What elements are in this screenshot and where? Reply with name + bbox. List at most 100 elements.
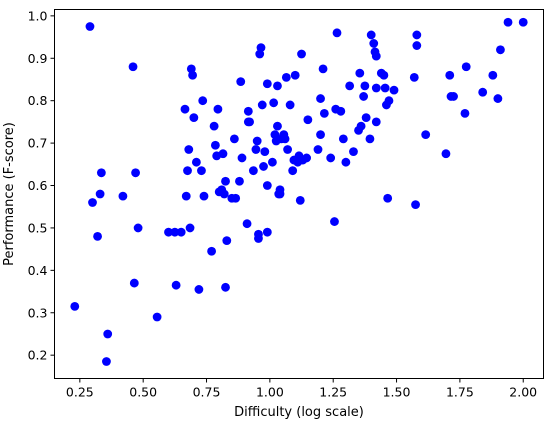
data-point (281, 72, 291, 82)
data-point (275, 189, 285, 199)
data-point (411, 200, 420, 210)
data-point (131, 168, 140, 178)
data-point (85, 22, 95, 31)
data-point (164, 227, 173, 237)
data-point (383, 193, 393, 203)
data-point (259, 162, 268, 171)
data-point (316, 94, 325, 103)
x-axis: 0.25 0.50 0.75 1.00 1.25 1.50 1.75 2.00 (66, 378, 537, 400)
data-point (412, 41, 422, 50)
data-point (245, 117, 254, 127)
data-point (199, 191, 209, 201)
data-point (369, 39, 379, 48)
data-point (518, 17, 528, 27)
data-point (365, 134, 375, 144)
data-point (254, 234, 263, 243)
data-point (283, 145, 292, 154)
data-point (269, 98, 279, 108)
data-point (198, 96, 208, 106)
data-point (218, 149, 228, 159)
data-point (95, 189, 105, 199)
data-point (243, 106, 253, 116)
data-point (384, 96, 394, 106)
data-point (219, 189, 229, 199)
data-point (181, 191, 191, 201)
data-point (326, 153, 336, 163)
data-point (288, 166, 298, 176)
data-point (318, 64, 328, 74)
y-axis: 0.2 0.3 0.4 0.5 0.6 0.7 0.8 0.9 1.0 (28, 8, 55, 363)
data-point (349, 147, 358, 156)
data-point (295, 195, 305, 205)
data-point (313, 145, 323, 154)
data-point (478, 87, 488, 97)
x-tick-label: 1.75 (446, 385, 474, 400)
y-tick-label: 0.4 (28, 263, 48, 278)
data-point (96, 168, 106, 178)
data-point (460, 109, 470, 118)
data-point (303, 115, 313, 125)
data-point (229, 134, 239, 144)
data-point (461, 62, 471, 72)
data-point (336, 106, 346, 116)
data-point (221, 282, 230, 292)
scatter-points (70, 17, 528, 366)
data-point (118, 191, 128, 201)
y-axis-label: Performance (F-score) (2, 122, 17, 266)
x-tick-label: 1.00 (256, 385, 284, 400)
data-point (421, 130, 431, 140)
data-point (355, 68, 365, 78)
data-point (242, 219, 252, 229)
data-point (332, 28, 342, 38)
data-point (356, 121, 366, 131)
data-point (248, 166, 258, 176)
data-point (503, 17, 513, 27)
data-point (171, 280, 181, 290)
data-point (197, 166, 206, 176)
data-point (260, 147, 270, 156)
data-point (412, 30, 422, 40)
data-point (102, 357, 111, 366)
data-point (209, 121, 219, 131)
plot-frame (54, 9, 544, 379)
data-point (262, 79, 272, 89)
y-tick-label: 0.5 (28, 220, 48, 235)
y-tick-label: 0.9 (28, 51, 48, 66)
data-point (170, 227, 180, 237)
data-point (273, 121, 282, 131)
y-tick-label: 1.0 (28, 8, 48, 23)
x-tick-label: 0.75 (193, 385, 221, 400)
data-point (285, 100, 295, 110)
x-tick-label: 1.25 (319, 385, 347, 400)
data-point (93, 232, 102, 241)
y-tick-label: 0.6 (28, 178, 48, 193)
data-point (210, 140, 220, 150)
data-point (180, 104, 190, 114)
data-point (236, 77, 246, 86)
data-point (341, 157, 351, 167)
data-point (188, 70, 197, 80)
data-point (251, 145, 261, 154)
y-tick-label: 0.7 (28, 136, 48, 151)
data-point (273, 81, 282, 91)
data-point (129, 278, 139, 288)
data-point (262, 181, 272, 190)
data-point (268, 157, 277, 167)
data-point (379, 70, 389, 80)
data-point (191, 157, 201, 167)
data-point (183, 166, 192, 176)
data-point (359, 92, 369, 101)
data-point (389, 85, 399, 95)
x-tick-label: 1.50 (383, 385, 411, 400)
data-point (189, 113, 199, 123)
data-point (366, 30, 376, 40)
data-point (213, 104, 223, 114)
data-point (496, 45, 505, 55)
data-point (257, 100, 267, 110)
data-point (152, 312, 162, 322)
data-point (231, 193, 241, 203)
data-point (194, 285, 204, 294)
data-point (70, 302, 80, 311)
data-point (185, 223, 195, 233)
